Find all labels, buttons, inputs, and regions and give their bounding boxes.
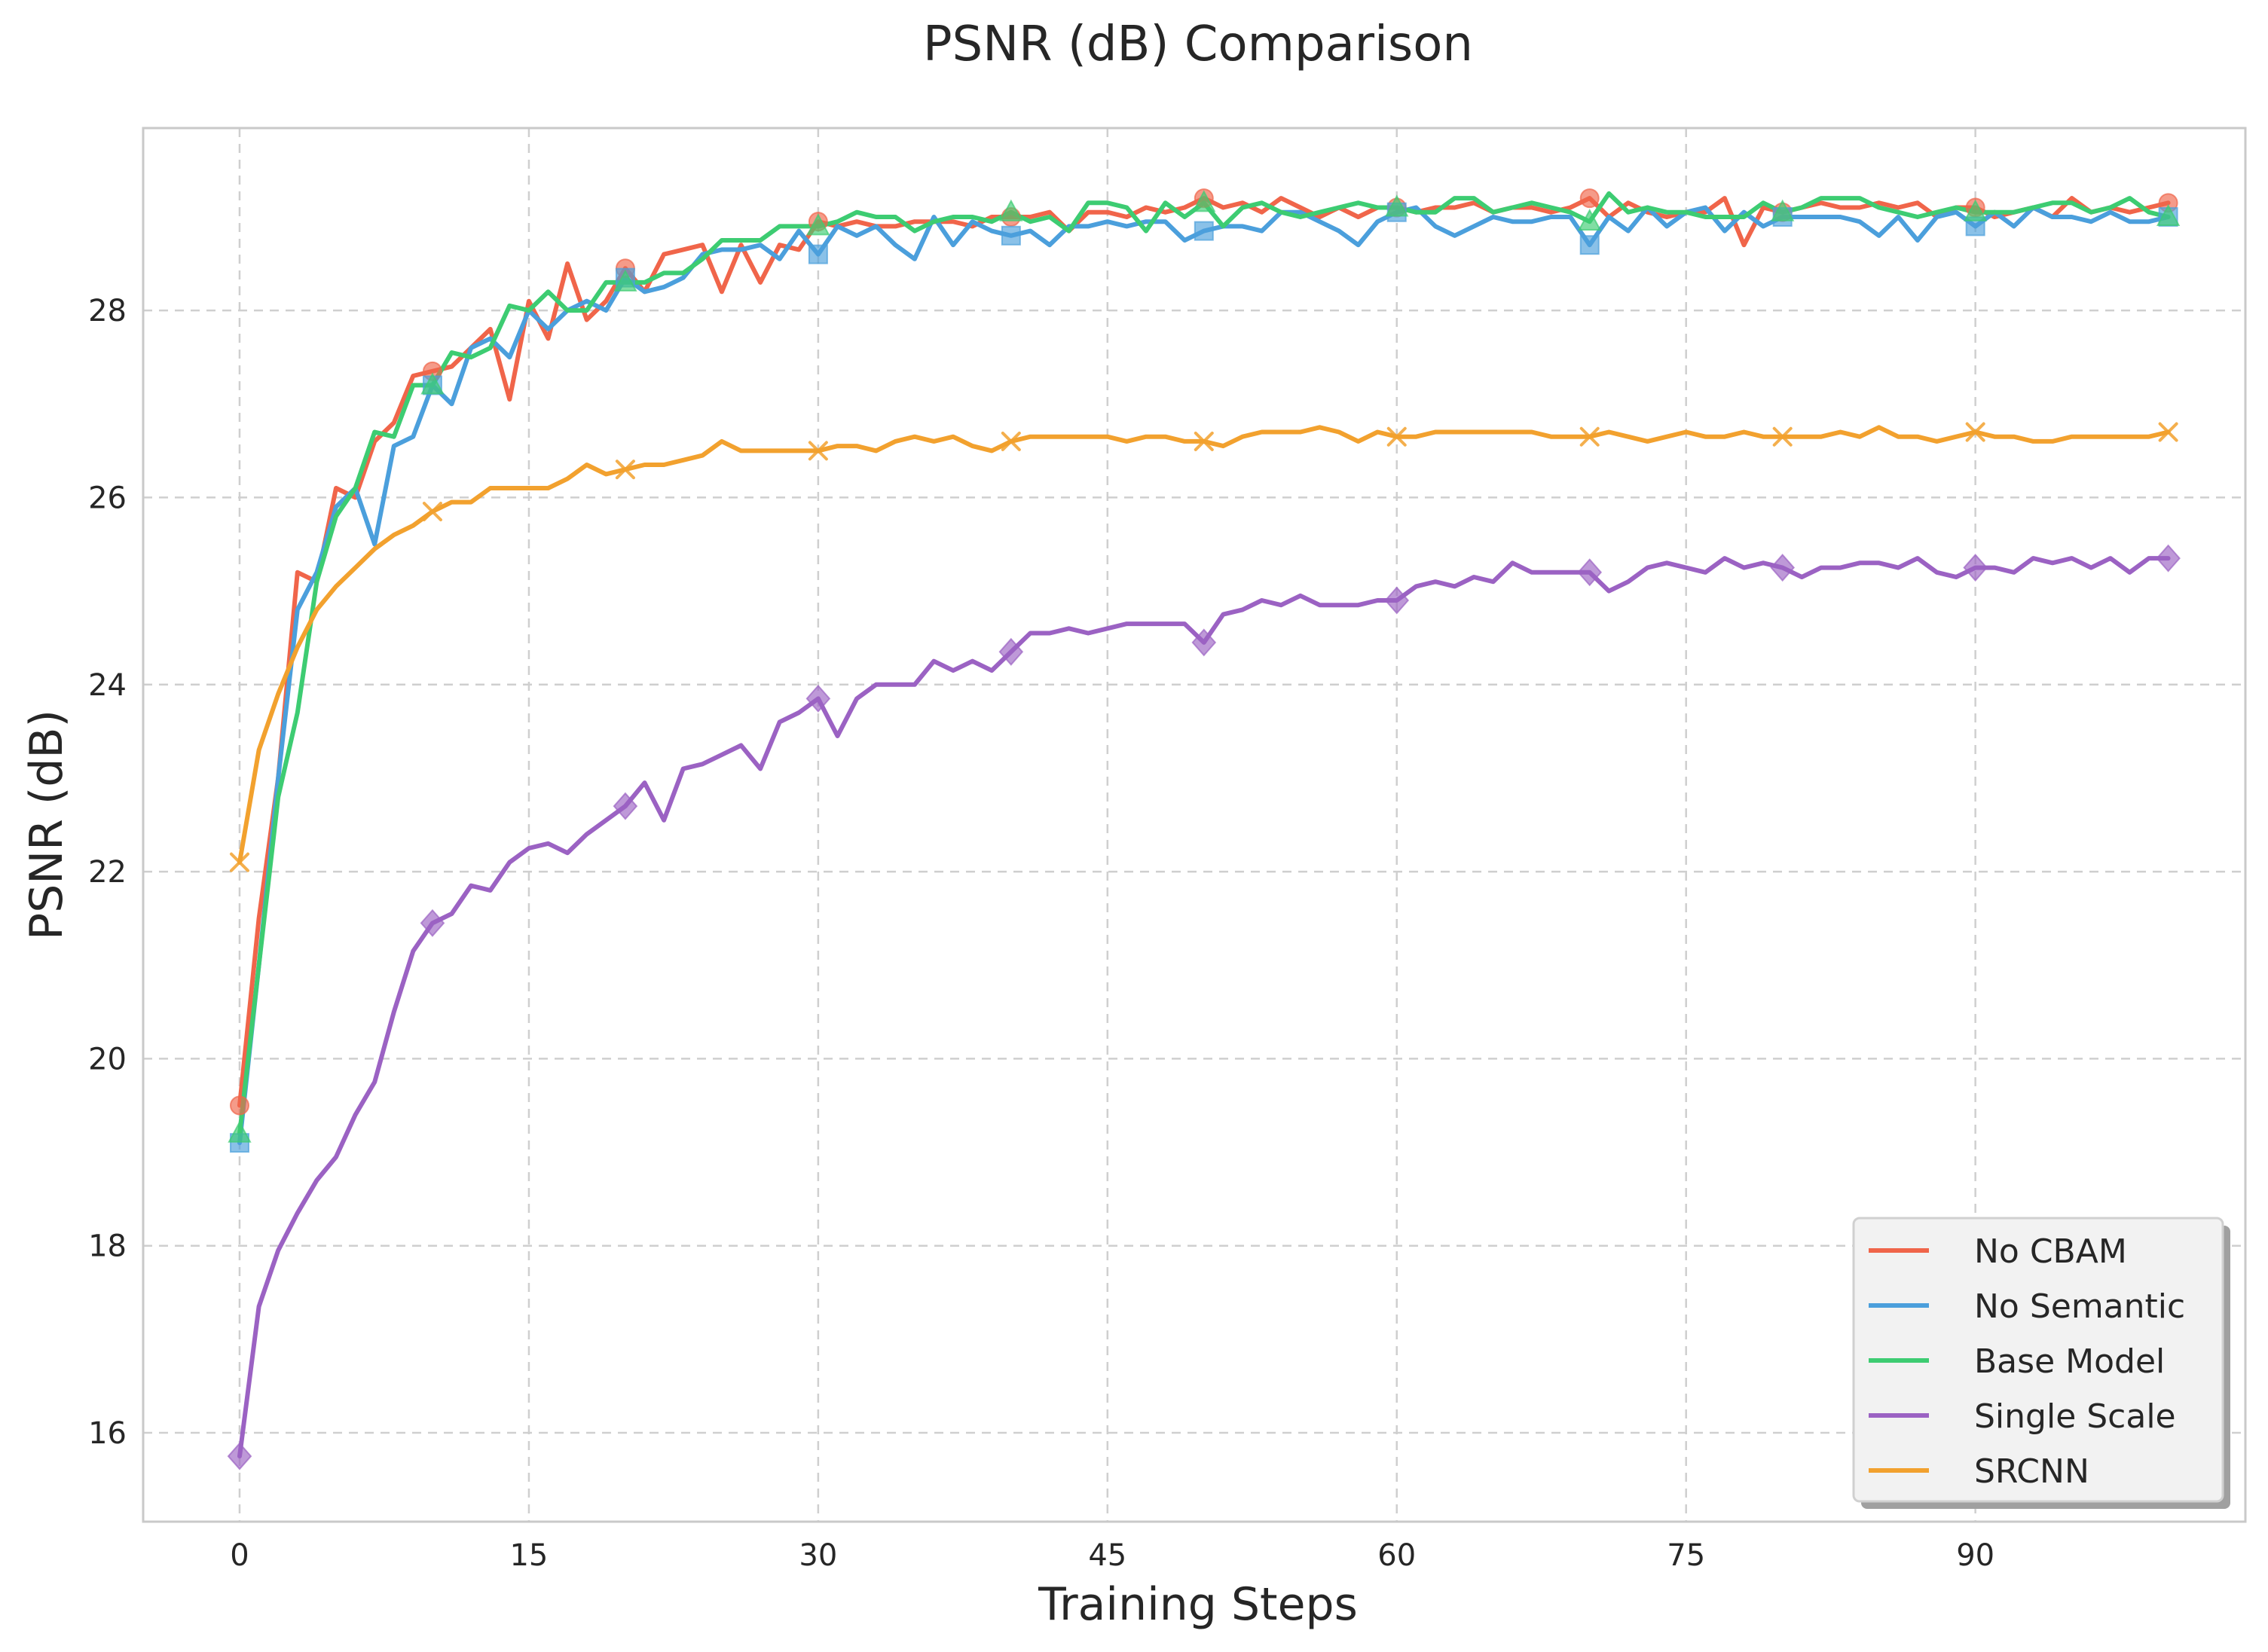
x-tick-label: 15: [509, 1538, 548, 1573]
x-marker: [2158, 422, 2178, 442]
triangle-marker: [2156, 203, 2181, 226]
y-tick-label: 18: [88, 1229, 127, 1264]
triangle-marker: [806, 213, 830, 236]
y-tick-label: 24: [88, 668, 127, 703]
triangle-marker: [1578, 209, 1602, 231]
y-tick-label: 22: [88, 855, 127, 890]
x-marker-stroke: [229, 852, 249, 872]
legend-box: [1852, 1217, 2224, 1503]
x-axis-ticks: 0 15 30 45 60 75 90: [230, 1538, 1994, 1573]
x-marker-stroke: [808, 441, 828, 461]
grid-lines: [143, 128, 2245, 1522]
x-marker-stroke: [1386, 426, 1407, 447]
legend-items: No CBAM No Semantic Base Model Single Scale…: [1869, 1232, 2185, 1491]
legend-label-single-scale: Single Scale: [1974, 1397, 2176, 1436]
square-marker: [1001, 225, 1021, 246]
x-marker: [422, 502, 442, 522]
x-tick-label: 45: [1088, 1538, 1126, 1573]
x-marker: [1772, 426, 1793, 447]
plot-frame: [142, 127, 2247, 1523]
x-marker-stroke: [1579, 426, 1600, 447]
diamond-marker: [227, 1442, 252, 1470]
series-markers: [227, 188, 2181, 1470]
triangle-marker: [1192, 190, 1216, 212]
x-tick-label: 90: [1956, 1538, 1994, 1573]
legend: No CBAM No Semantic Base Model Single Scale…: [1852, 1217, 2230, 1509]
legend-label-no-cbam: No CBAM: [1974, 1232, 2127, 1271]
diamond-marker: [1191, 628, 1217, 657]
legend-label-no-semantic: No Semantic: [1974, 1287, 2185, 1326]
x-marker-stroke: [1194, 431, 1214, 451]
x-marker-stroke: [1965, 422, 1985, 442]
x-tick-label: 30: [799, 1538, 837, 1573]
triangle-marker: [1385, 194, 1409, 217]
square-marker: [1579, 235, 1600, 255]
x-marker-stroke: [422, 502, 442, 522]
y-axis-label: PSNR (dB): [20, 710, 73, 940]
x-marker-stroke: [1001, 431, 1021, 451]
x-marker: [229, 852, 249, 872]
y-tick-label: 28: [88, 294, 127, 328]
triangle-marker: [1771, 199, 1795, 221]
legend-label-srcnn: SRCNN: [1974, 1452, 2089, 1491]
y-tick-label: 26: [88, 481, 127, 515]
square-marker: [808, 244, 828, 264]
circle-marker: [229, 1095, 249, 1116]
diamond-marker: [1384, 586, 1410, 615]
chart-title: PSNR (dB) Comparison: [923, 17, 1473, 72]
diamond-marker: [1577, 558, 1603, 587]
triangle-marker: [1963, 199, 1988, 221]
triangle-marker: [420, 372, 445, 395]
legend-label-base-model: Base Model: [1974, 1342, 2165, 1381]
x-marker: [1965, 422, 1985, 442]
x-tick-label: 0: [230, 1538, 249, 1573]
x-marker-stroke: [2158, 422, 2178, 442]
square-marker: [1194, 221, 1214, 241]
x-marker: [1001, 431, 1021, 451]
diamond-marker: [420, 908, 445, 937]
triangle-marker: [613, 269, 637, 292]
diamond-marker: [1963, 554, 1988, 582]
diamond-marker: [805, 684, 831, 713]
diamond-marker: [998, 637, 1024, 666]
diamond-marker: [613, 792, 638, 820]
x-tick-label: 75: [1667, 1538, 1705, 1573]
x-marker: [808, 441, 828, 461]
circle-marker: [1579, 188, 1600, 209]
triangle-marker: [999, 199, 1023, 221]
y-tick-label: 16: [88, 1416, 127, 1451]
x-marker: [1579, 426, 1600, 447]
x-tick-label: 60: [1377, 1538, 1416, 1573]
y-tick-label: 20: [88, 1042, 127, 1076]
diamond-marker: [2156, 544, 2181, 573]
x-marker-stroke: [1772, 426, 1793, 447]
x-marker: [615, 460, 635, 480]
diamond-marker: [1770, 554, 1796, 582]
x-axis-label: Training Steps: [1038, 1578, 1358, 1631]
x-marker: [1386, 426, 1407, 447]
x-marker: [1194, 431, 1214, 451]
triangle-marker: [228, 1120, 252, 1143]
y-axis-ticks: 16 18 20 22 24 26 28: [88, 294, 127, 1451]
x-marker-stroke: [615, 460, 635, 480]
